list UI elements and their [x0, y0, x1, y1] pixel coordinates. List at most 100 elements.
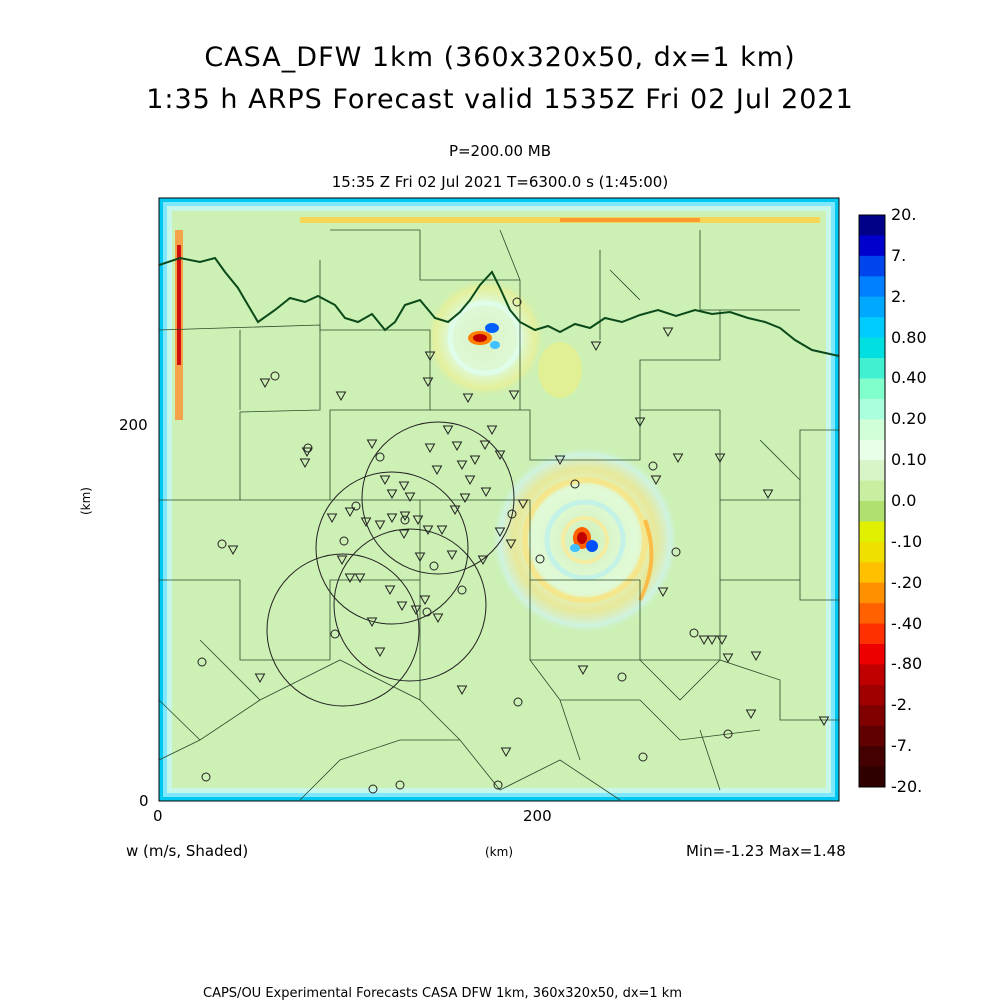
- colorbar-label: -.80: [891, 654, 923, 674]
- colorbar-swatch: [859, 664, 885, 686]
- station-triangle: [431, 465, 443, 476]
- station-triangle: [354, 573, 366, 584]
- station-triangle: [446, 550, 458, 561]
- station-triangle: [462, 393, 474, 404]
- station-triangle: [672, 453, 684, 464]
- colorbar-label: 20.: [891, 205, 917, 224]
- x-tick-200: 200: [523, 807, 552, 825]
- station-triangle: [698, 635, 710, 646]
- colorbar-swatch: [859, 378, 885, 400]
- station-circle: [375, 452, 385, 462]
- colorbar-label: 0.0: [891, 491, 917, 510]
- colorbar-swatch: [859, 296, 885, 318]
- colorbar-swatch: [859, 521, 885, 543]
- station-triangle: [762, 489, 774, 500]
- station-triangle: [344, 573, 356, 584]
- station-triangle: [412, 515, 424, 526]
- colorbar-swatch: [859, 398, 885, 420]
- station-circle: [400, 515, 410, 525]
- colorbar-swatch: [859, 439, 885, 461]
- station-triangle: [422, 377, 434, 388]
- x-tick-0: 0: [153, 807, 163, 825]
- station-circle: [723, 729, 733, 739]
- station-triangle: [517, 499, 529, 510]
- station-circle: [368, 784, 378, 794]
- colorbar-label: 0.10: [891, 450, 927, 470]
- storm-core-north: [468, 323, 500, 349]
- station-triangle: [480, 487, 492, 498]
- station-triangle: [374, 647, 386, 658]
- station-circle: [570, 479, 580, 489]
- station-triangle: [254, 673, 266, 684]
- red-river-boundary: [159, 256, 839, 357]
- station-triangle: [384, 585, 396, 596]
- station-triangle: [396, 601, 408, 612]
- station-triangle: [505, 539, 517, 550]
- station-triangle: [716, 635, 728, 646]
- variable-label: w (m/s, Shaded): [126, 842, 249, 860]
- colorbar-swatch: [859, 419, 885, 441]
- colorbar-label: 0.40: [891, 368, 927, 388]
- station-circle: [217, 539, 227, 549]
- colorbar-swatch: [859, 337, 885, 359]
- station-triangle: [449, 505, 461, 516]
- station-triangle: [419, 595, 431, 606]
- colorbar-label: -2.: [891, 695, 913, 715]
- colorbar-swatch: [859, 276, 885, 298]
- surface-stations: [197, 297, 830, 794]
- station-triangle: [662, 327, 674, 338]
- station-triangle: [477, 555, 489, 566]
- station-circle: [671, 547, 681, 557]
- station-triangle: [360, 517, 372, 528]
- station-triangle: [410, 605, 422, 616]
- colorbar-swatch: [859, 725, 885, 747]
- station-triangle: [745, 709, 757, 720]
- station-triangle: [459, 493, 471, 504]
- colorbar-swatch: [859, 255, 885, 277]
- colorbar-label: -.20: [891, 572, 923, 592]
- station-triangle: [494, 527, 506, 538]
- title-line-2: 1:35 h ARPS Forecast valid 1535Z Fri 02 …: [146, 84, 854, 115]
- station-triangle: [404, 492, 416, 503]
- station-triangle: [554, 455, 566, 466]
- station-triangle: [818, 716, 830, 727]
- station-triangle: [577, 665, 589, 676]
- station-circle: [507, 509, 517, 519]
- colorbar-swatch: [859, 358, 885, 379]
- colorbar-swatch: [859, 766, 885, 788]
- station-triangle: [722, 653, 734, 664]
- station-triangle: [706, 635, 718, 646]
- colorbar-label: -.40: [891, 613, 923, 633]
- colorbar-swatch: [859, 480, 885, 502]
- station-triangle: [386, 489, 398, 500]
- station-circle: [330, 629, 340, 639]
- colorbar-swatch: [859, 746, 885, 768]
- station-triangle: [486, 425, 498, 436]
- station-triangle: [650, 475, 662, 486]
- station-circle: [339, 536, 349, 546]
- station-triangle: [464, 475, 476, 486]
- station-circle: [512, 297, 522, 307]
- colorbar-swatch: [859, 705, 885, 727]
- station-circle: [535, 554, 545, 564]
- valid-time: 15:35 Z Fri 02 Jul 2021 T=6300.0 s (1:45…: [331, 173, 669, 191]
- station-circle: [638, 752, 648, 762]
- station-circle: [617, 672, 627, 682]
- station-circle: [648, 461, 658, 471]
- colorbar-label: 2.: [891, 286, 907, 306]
- station-triangle: [335, 391, 347, 402]
- colorbar-swatch: [859, 644, 885, 665]
- colorbar-label: -.10: [891, 531, 923, 551]
- station-triangle: [436, 525, 448, 536]
- colorbar-swatch: [859, 317, 885, 339]
- station-triangle: [750, 651, 762, 662]
- colorbar-swatch: [859, 582, 885, 604]
- colorbar-swatch: [859, 215, 885, 236]
- station-circle: [689, 628, 699, 638]
- footer: CAPS/OU Experimental Forecasts CASA DFW …: [203, 986, 683, 1001]
- station-circle: [493, 780, 503, 790]
- station-circle: [429, 561, 439, 571]
- station-triangle: [336, 555, 348, 566]
- colorbar-swatch: [859, 684, 885, 706]
